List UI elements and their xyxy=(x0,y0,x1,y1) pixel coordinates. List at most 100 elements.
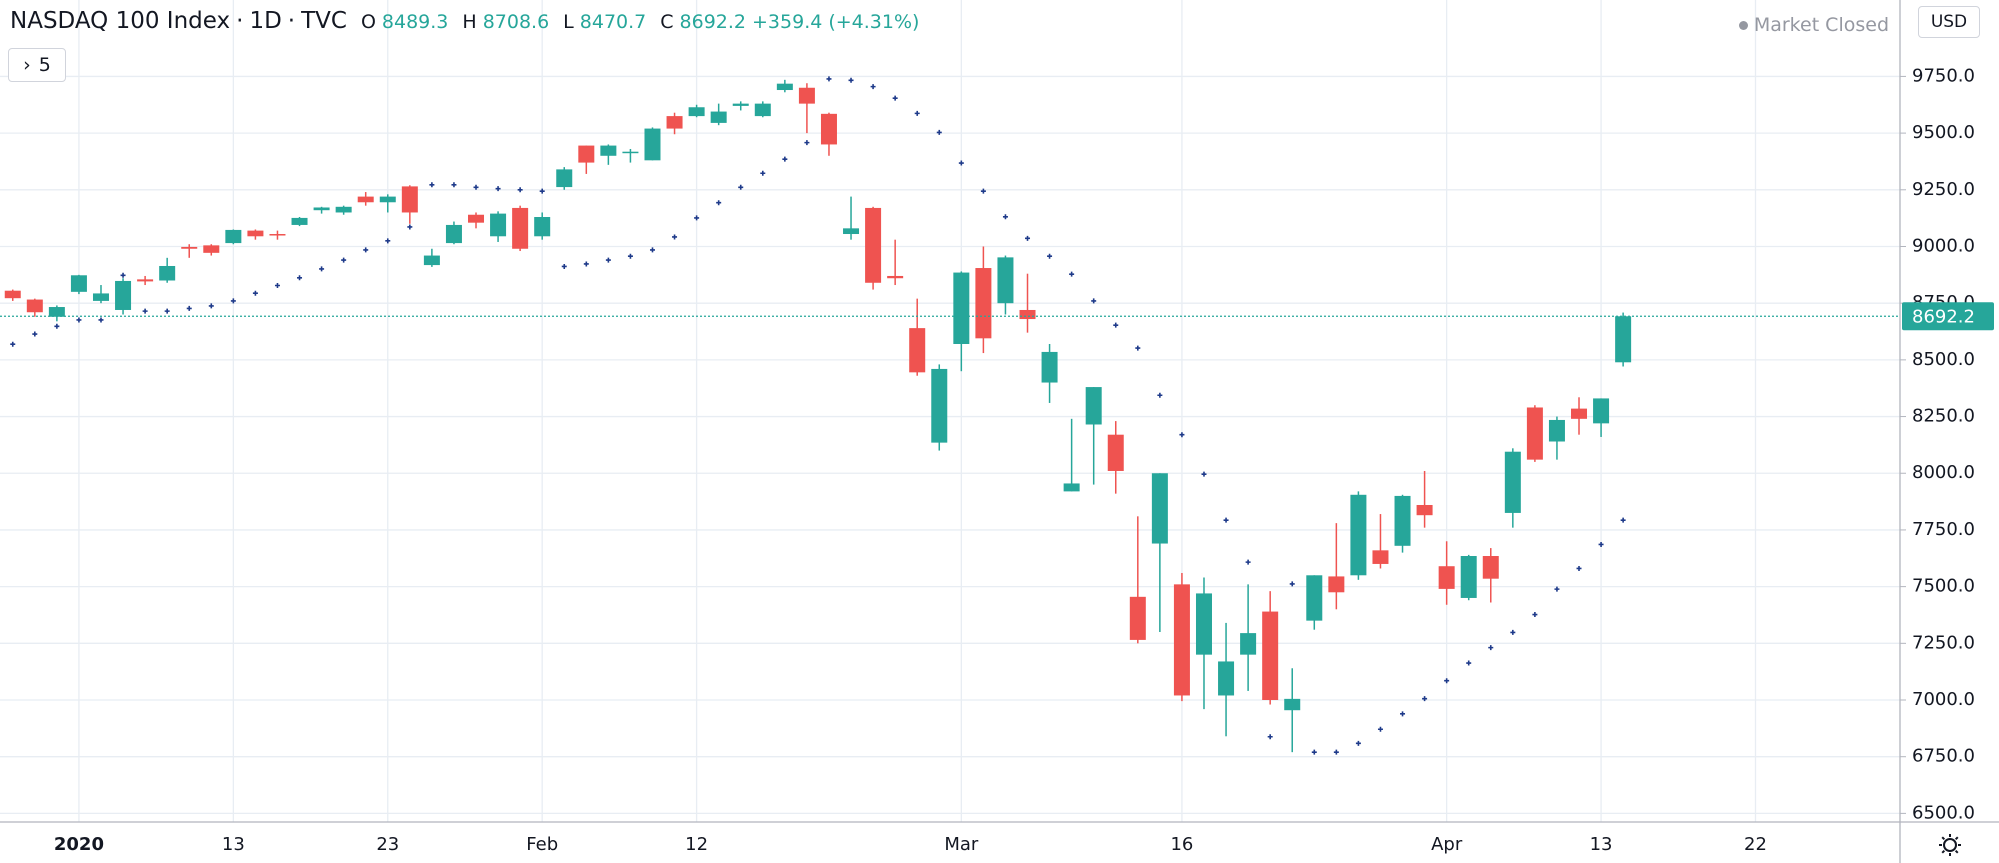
candle-body xyxy=(843,228,860,235)
open-value: 8489.3 xyxy=(381,11,449,33)
sar-dot xyxy=(274,282,280,288)
sar-dot xyxy=(1002,214,1008,220)
sar-dot xyxy=(142,308,148,314)
sar-dot xyxy=(363,247,369,253)
candle-body xyxy=(92,293,109,301)
candle-body xyxy=(26,299,43,313)
sar-dot xyxy=(230,298,236,304)
candle-body xyxy=(137,279,154,282)
sar-dot xyxy=(1400,711,1406,717)
y-tick-label: 8500.0 xyxy=(1912,349,1975,370)
candle-body xyxy=(1593,398,1610,424)
y-tick-label: 7750.0 xyxy=(1912,519,1975,540)
candle-body xyxy=(666,116,683,129)
sar-dot xyxy=(958,160,964,166)
candle-body xyxy=(865,207,882,283)
candle-body xyxy=(159,265,176,281)
candle-body xyxy=(1350,494,1367,576)
candle-body xyxy=(975,268,992,339)
sar-dot xyxy=(1532,612,1538,618)
gear-tooth xyxy=(1941,836,1946,841)
x-tick-label: 22 xyxy=(1744,834,1767,855)
chart-title: NASDAQ 100 Index xyxy=(10,8,231,34)
candle-body xyxy=(556,169,573,188)
sar-dot xyxy=(385,238,391,244)
candle-body xyxy=(1328,576,1345,593)
candle-body xyxy=(1438,566,1455,589)
candle-body xyxy=(600,145,617,156)
candle-body xyxy=(1460,556,1477,598)
sar-dot xyxy=(738,184,744,190)
separator: · xyxy=(287,8,296,34)
candle-body xyxy=(1615,316,1632,363)
candle-body xyxy=(710,111,727,123)
candle-body xyxy=(1571,408,1588,419)
currency-button[interactable]: USD xyxy=(1918,6,1980,38)
ohlc-label: O xyxy=(360,11,376,33)
x-tick-label: 16 xyxy=(1170,834,1193,855)
sar-dot xyxy=(716,200,722,206)
sar-dot xyxy=(1488,645,1494,651)
sar-dot xyxy=(341,257,347,263)
candle-body xyxy=(1372,550,1389,564)
sar-dot xyxy=(319,266,325,272)
sar-dot xyxy=(848,77,854,83)
candle-body xyxy=(468,214,485,223)
chevron-icon: › xyxy=(23,54,31,76)
candle-body xyxy=(1019,309,1036,320)
sar-dot xyxy=(1267,734,1273,740)
y-tick-label: 7250.0 xyxy=(1912,632,1975,653)
candle-body xyxy=(335,206,352,213)
sar-dot xyxy=(804,140,810,146)
sar-dot xyxy=(694,215,700,221)
ohlc-label: H xyxy=(462,11,477,33)
candle-body xyxy=(953,272,970,344)
candle-body xyxy=(490,213,507,237)
candle-body xyxy=(754,103,771,117)
last-price-label: 8692.2 xyxy=(1912,306,1975,327)
settings-icon[interactable] xyxy=(1939,834,1961,856)
candle-body xyxy=(798,87,815,104)
sar-dot xyxy=(186,305,192,311)
candle-body xyxy=(1195,593,1212,655)
grid xyxy=(0,0,1900,822)
candle-body xyxy=(1107,434,1124,471)
sar-dot xyxy=(1289,581,1295,587)
y-tick-label: 9750.0 xyxy=(1912,65,1975,86)
low-value: 8470.7 xyxy=(579,11,647,33)
sar-dot xyxy=(1047,253,1053,259)
gear-tooth xyxy=(1954,849,1959,854)
candle-body xyxy=(512,207,529,249)
candle-body xyxy=(688,107,705,117)
currency: USD xyxy=(1930,12,1968,32)
sar-dot xyxy=(605,257,611,263)
sar-dot xyxy=(782,156,788,162)
market-status: Market Closed xyxy=(1738,14,1889,36)
candle-body xyxy=(534,217,551,237)
x-tick-label: Apr xyxy=(1431,834,1463,855)
sar-dot xyxy=(76,317,82,323)
sar-dot xyxy=(473,184,479,190)
gear-tooth xyxy=(1954,836,1959,841)
sar-dot xyxy=(120,272,126,278)
candle-body xyxy=(1240,633,1257,655)
candle-body xyxy=(1504,451,1521,513)
y-tick-label: 6500.0 xyxy=(1912,802,1975,823)
ohlc-label: L xyxy=(563,11,574,33)
y-tick-label: 8250.0 xyxy=(1912,406,1975,427)
candle-body xyxy=(997,257,1014,304)
sar-dot xyxy=(892,95,898,101)
separator: · xyxy=(236,8,244,34)
change-percent: (+4.31%) xyxy=(828,11,920,33)
sar-dot xyxy=(407,224,413,230)
sar-dot xyxy=(1135,345,1141,351)
sar-dot xyxy=(1113,322,1119,328)
indicators-toggle[interactable]: › 5 xyxy=(8,48,66,82)
candle-body xyxy=(1173,584,1190,696)
x-tick-label: 13 xyxy=(222,834,245,855)
y-tick-label: 7500.0 xyxy=(1912,576,1975,597)
candle-body xyxy=(48,307,65,317)
candle-body xyxy=(622,151,639,154)
candle-body xyxy=(887,275,904,279)
candle-body xyxy=(1063,483,1080,492)
